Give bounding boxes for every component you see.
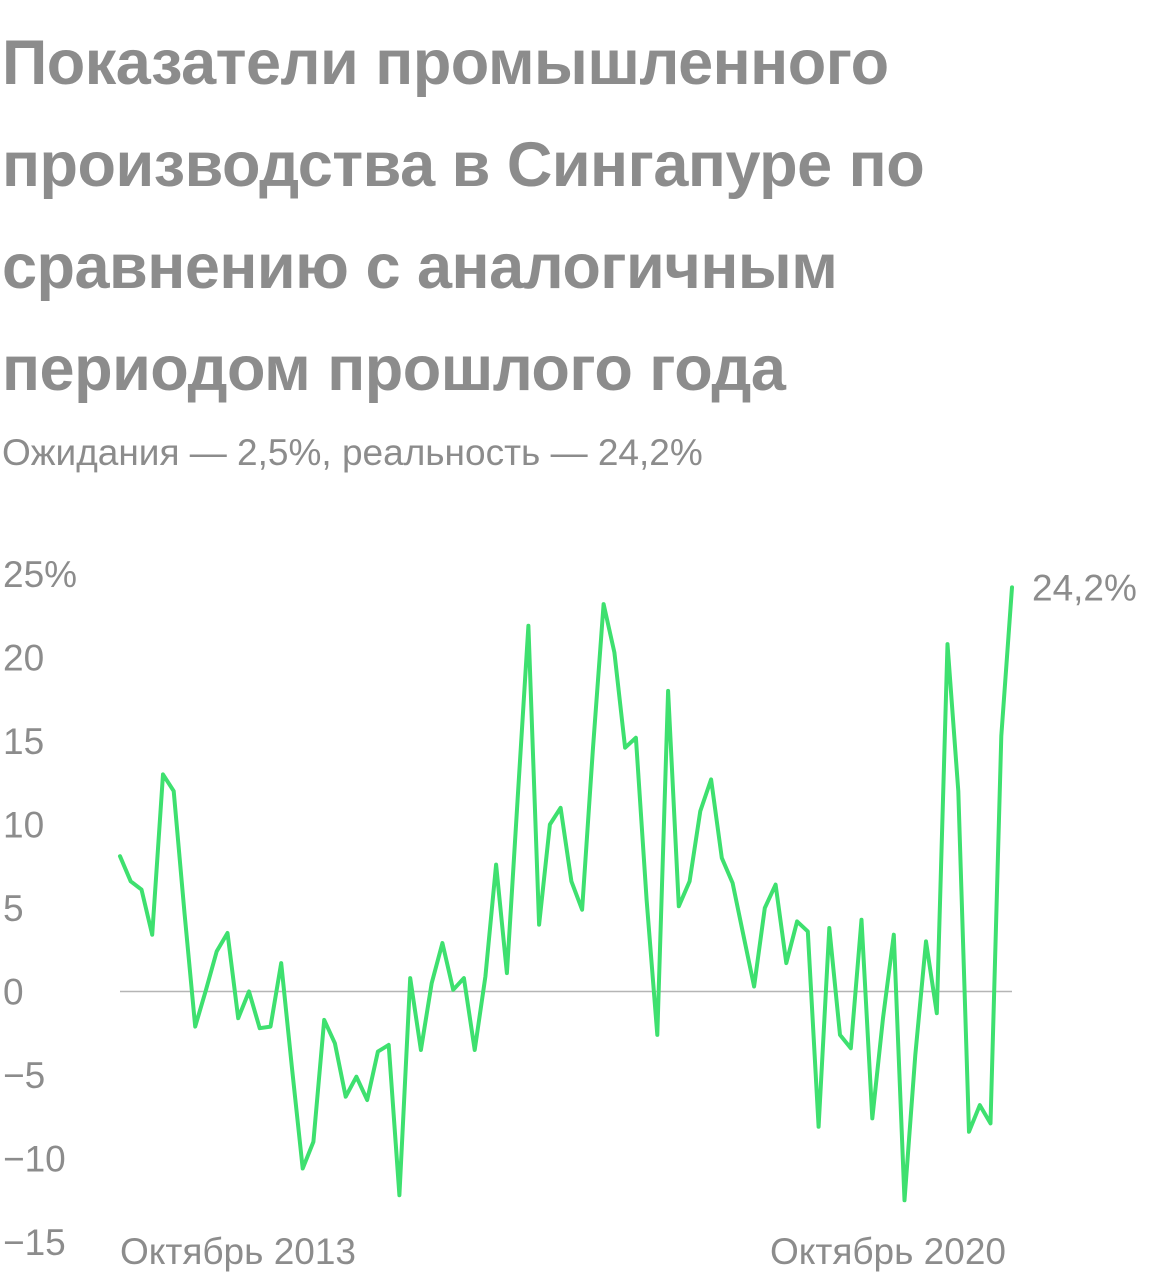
y-axis-ticks: 25% 20 15 10 5 0 −5 −10 −15 xyxy=(3,554,77,1263)
y-tick-label: 15 xyxy=(3,721,44,762)
y-tick-label: −10 xyxy=(3,1139,66,1180)
series-line xyxy=(118,585,1014,1203)
chart-title: Показатели промышленного производства в … xyxy=(2,28,925,404)
end-value-label: 24,2% xyxy=(1032,567,1137,608)
y-tick-label: 10 xyxy=(3,805,44,846)
x-tick-label-end: Октябрь 2020 xyxy=(770,1231,1006,1272)
y-tick-label: 0 xyxy=(3,972,24,1013)
y-tick-label: 25% xyxy=(3,554,77,595)
y-tick-label: −15 xyxy=(3,1222,66,1263)
y-tick-label: 20 xyxy=(3,638,44,679)
chart-subtitle: Ожидания — 2,5%, реальность — 24,2% xyxy=(2,432,703,473)
y-tick-label: 5 xyxy=(3,888,24,929)
y-tick-label: −5 xyxy=(3,1055,45,1096)
x-tick-label-start: Октябрь 2013 xyxy=(120,1231,356,1272)
